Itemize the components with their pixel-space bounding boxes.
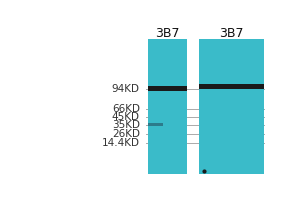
- Text: 94KD: 94KD: [112, 84, 140, 94]
- Text: 66KD: 66KD: [112, 104, 140, 114]
- Text: 45KD: 45KD: [112, 112, 140, 122]
- Text: 3B7: 3B7: [155, 27, 180, 40]
- Bar: [148, 39, 188, 174]
- Text: 3B7: 3B7: [219, 27, 244, 40]
- Text: 26KD: 26KD: [112, 129, 140, 139]
- Bar: [199, 84, 264, 89]
- Bar: [148, 86, 188, 91]
- Bar: [199, 39, 264, 174]
- Text: 14.4KD: 14.4KD: [102, 138, 140, 148]
- Bar: [148, 123, 163, 126]
- Text: 35KD: 35KD: [112, 120, 140, 130]
